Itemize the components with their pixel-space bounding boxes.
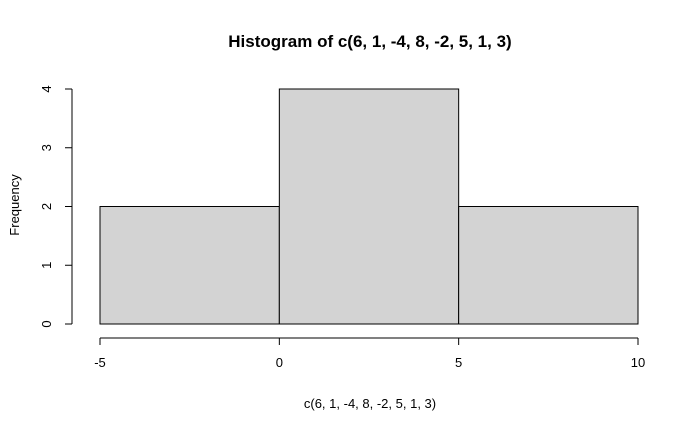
y-tick-label-1: 1 [39,262,54,269]
x-tick-label-3: 10 [631,355,645,370]
y-tick-label-0: 0 [39,320,54,327]
x-tick-label-0: -5 [94,355,106,370]
histogram-bar-0 [99,206,280,325]
x-tick-label-1: 0 [276,355,283,370]
y-tick-label-2: 2 [39,203,54,210]
y-tick-label-3: 3 [39,144,54,151]
y-axis-ticks: 0 1 2 3 4 [39,85,72,328]
x-axis-label: c(6, 1, -4, 8, -2, 5, 1, 3) [304,396,436,411]
chart-title: Histogram of c(6, 1, -4, 8, -2, 5, 1, 3) [228,32,511,51]
y-axis-label: Frequency [7,174,22,236]
histogram-bars [99,88,639,325]
y-tick-label-4: 4 [39,85,54,92]
x-axis-ticks: -5 0 5 10 [94,338,645,370]
histogram-bar-2 [458,206,639,325]
histogram-bar-1 [278,88,460,325]
x-tick-label-2: 5 [455,355,462,370]
